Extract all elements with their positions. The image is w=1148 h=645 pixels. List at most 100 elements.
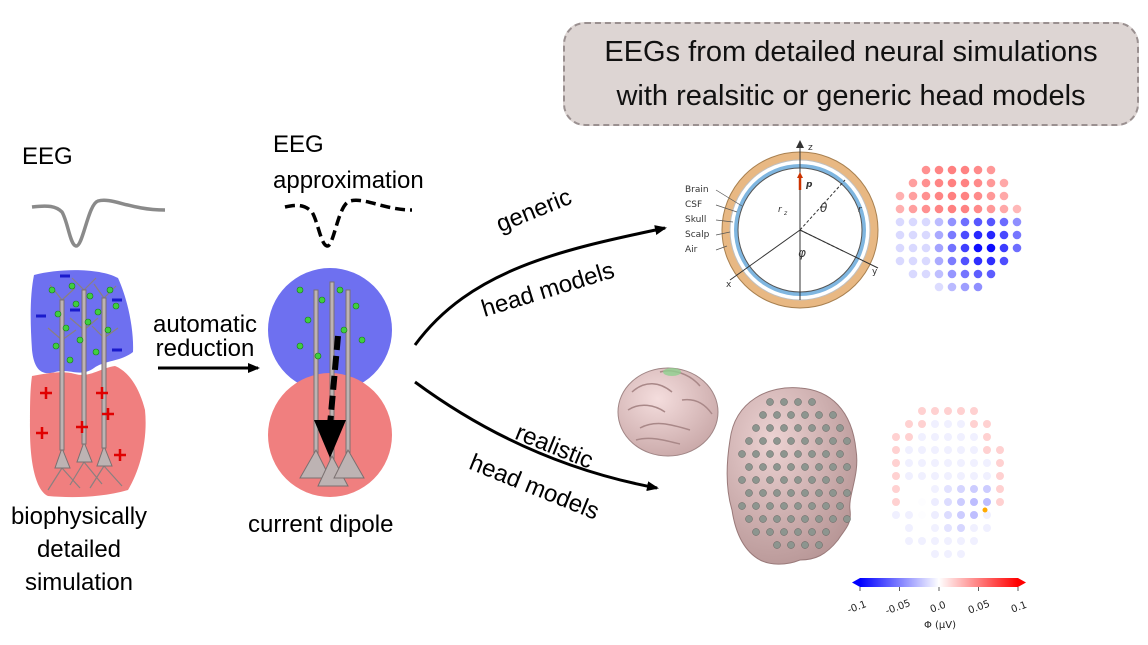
topomap-dot bbox=[921, 256, 931, 266]
topomap-dot bbox=[918, 459, 926, 467]
electrode bbox=[829, 515, 837, 523]
realistic-topomap bbox=[892, 407, 1004, 558]
colorbar-label: Φ (μV) bbox=[924, 620, 956, 631]
topomap-dot bbox=[999, 204, 1009, 214]
electrode bbox=[822, 528, 830, 536]
topomap-dot bbox=[970, 524, 978, 532]
topomap-dot bbox=[1012, 204, 1022, 214]
topomap-dot bbox=[983, 485, 991, 493]
electrode bbox=[843, 463, 851, 471]
topomap-dot bbox=[918, 537, 926, 545]
electrode bbox=[787, 437, 795, 445]
electrode bbox=[808, 502, 816, 510]
topomap-dot bbox=[944, 407, 952, 415]
soma-left-2 bbox=[76, 440, 93, 463]
electrode bbox=[808, 424, 816, 432]
synapses-middle bbox=[296, 286, 366, 360]
dendrite-left-3 bbox=[101, 297, 107, 449]
title-line-2: with realsitic or generic head models bbox=[616, 80, 1086, 112]
electrode bbox=[794, 528, 802, 536]
colorbar-tick-3: 0.0 bbox=[929, 600, 948, 616]
topomap-dot bbox=[905, 433, 913, 441]
topomap-dot bbox=[921, 269, 931, 279]
brain-surface bbox=[617, 367, 719, 457]
topomap-dot bbox=[944, 420, 952, 428]
electrode bbox=[745, 463, 753, 471]
electrode bbox=[780, 502, 788, 510]
colorbar-ticks bbox=[859, 587, 1019, 591]
electrode bbox=[829, 411, 837, 419]
synapses-left bbox=[48, 282, 120, 364]
topomap-dot bbox=[970, 459, 978, 467]
topomap-dot bbox=[931, 511, 939, 519]
topomap-dot bbox=[918, 485, 926, 493]
topomap-dot bbox=[947, 282, 957, 292]
topomap-dot bbox=[983, 524, 991, 532]
electrode bbox=[815, 541, 823, 549]
topomap-dot bbox=[905, 524, 913, 532]
electrode bbox=[822, 502, 830, 510]
topomap-dot bbox=[944, 550, 952, 558]
title-line-1: EEGs from detailed neural simulations bbox=[604, 36, 1098, 68]
topomap-dot bbox=[905, 498, 913, 506]
electrode bbox=[759, 411, 767, 419]
topomap-dot bbox=[957, 511, 965, 519]
topomap-dot bbox=[931, 433, 939, 441]
layer-air: Air bbox=[685, 245, 698, 255]
colorbar-tick-1: -0.1 bbox=[846, 599, 868, 616]
electrode bbox=[836, 450, 844, 458]
topomap-dot bbox=[944, 433, 952, 441]
topomap-dot bbox=[1012, 243, 1022, 253]
colorbar-tick-5: 0.1 bbox=[1010, 600, 1029, 616]
topomap-dot bbox=[983, 472, 991, 480]
caption-left-1: biophysically bbox=[10, 503, 148, 530]
topomap-dot bbox=[934, 178, 944, 188]
topomap-dot bbox=[973, 230, 983, 240]
neurons-middle bbox=[299, 281, 365, 487]
eeg-approx-label-1: EEG bbox=[273, 131, 324, 158]
topomap-dot bbox=[947, 269, 957, 279]
dipole-arrowhead bbox=[314, 420, 346, 458]
electrode bbox=[766, 476, 774, 484]
electrode bbox=[815, 515, 823, 523]
topomap-dot bbox=[973, 269, 983, 279]
topomap-dot bbox=[908, 243, 918, 253]
topomap-dot bbox=[905, 420, 913, 428]
eeg-approx-label-2: approximation bbox=[273, 167, 424, 194]
electrode bbox=[759, 463, 767, 471]
soma-left-3 bbox=[96, 444, 113, 467]
electrode bbox=[752, 502, 760, 510]
topomap-dot bbox=[996, 485, 1004, 493]
topomap-dot bbox=[895, 230, 905, 240]
realistic-head bbox=[726, 387, 858, 565]
electrode bbox=[815, 411, 823, 419]
electrode bbox=[801, 515, 809, 523]
electrode bbox=[794, 424, 802, 432]
electrode bbox=[822, 476, 830, 484]
electrode bbox=[801, 437, 809, 445]
colorbar bbox=[860, 578, 1018, 587]
electrode bbox=[822, 424, 830, 432]
radius-z-subscript: z bbox=[783, 210, 788, 217]
topomap-dot bbox=[999, 178, 1009, 188]
topomap-dot bbox=[996, 459, 1004, 467]
topomap-dot bbox=[944, 498, 952, 506]
topomap-dot bbox=[983, 446, 991, 454]
topomap-dot bbox=[999, 256, 1009, 266]
topomap-dot bbox=[895, 243, 905, 253]
topomap-dot bbox=[986, 165, 996, 175]
electrode bbox=[745, 489, 753, 497]
topomap-dot bbox=[983, 511, 991, 519]
dipole-arrow bbox=[327, 335, 341, 426]
topomap-dot bbox=[957, 420, 965, 428]
topomap-dot bbox=[986, 178, 996, 188]
colorbar-tick-4: 0.05 bbox=[967, 599, 992, 617]
topomap-dot bbox=[908, 191, 918, 201]
topomap-dot bbox=[947, 178, 957, 188]
topomap-dot bbox=[960, 165, 970, 175]
electrode bbox=[815, 463, 823, 471]
electrode bbox=[794, 476, 802, 484]
topomap-dot bbox=[908, 217, 918, 227]
electrode bbox=[773, 489, 781, 497]
plus-signs bbox=[36, 387, 126, 461]
